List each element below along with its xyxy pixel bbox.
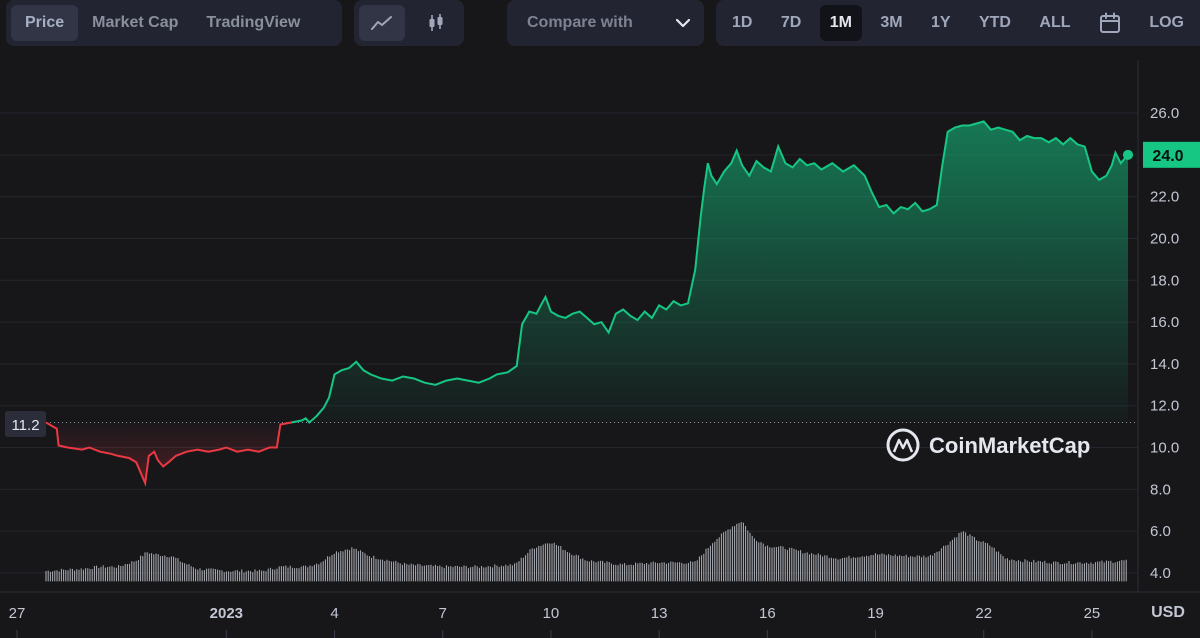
- line-chart-icon: [371, 16, 392, 30]
- range-ytd[interactable]: YTD: [978, 14, 1011, 31]
- chart-type-tabs: Price Market Cap TradingView: [6, 0, 342, 46]
- watermark-text: CoinMarketCap: [929, 433, 1090, 458]
- log-scale-toggle[interactable]: LOG: [1149, 14, 1184, 31]
- coinmarketcap-watermark: CoinMarketCap: [886, 428, 1090, 462]
- x-tick-label: 25: [1084, 605, 1101, 622]
- currency-label: USD: [1151, 604, 1185, 621]
- coinmarketcap-logo-icon: [886, 428, 920, 462]
- tab-tradingview[interactable]: TradingView: [206, 14, 301, 31]
- y-tick-label: 14.0: [1150, 356, 1179, 373]
- y-tick-label: 8.0: [1150, 481, 1171, 498]
- start-price-label: 11.2: [11, 417, 39, 434]
- x-tick-label: 13: [651, 605, 668, 622]
- range-1m[interactable]: 1M: [819, 5, 862, 41]
- x-tick-label: 2023: [210, 605, 243, 622]
- down-area-fill: [46, 422, 292, 484]
- y-tick-label: 26.0: [1150, 105, 1179, 122]
- candlestick-icon: [429, 14, 443, 31]
- tab-market-cap[interactable]: Market Cap: [92, 14, 179, 31]
- x-tick-label: 22: [975, 605, 992, 622]
- calendar-icon: [1099, 12, 1120, 33]
- range-1y[interactable]: 1Y: [931, 14, 951, 31]
- y-tick-label: 16.0: [1150, 314, 1179, 331]
- x-tick-label: 16: [759, 605, 776, 622]
- range-7d[interactable]: 7D: [780, 14, 802, 31]
- range-all[interactable]: ALL: [1039, 14, 1071, 31]
- compare-label: Compare with: [527, 14, 633, 31]
- current-price-badge: 24.0: [1143, 141, 1200, 168]
- y-tick-label: 18.0: [1150, 272, 1179, 289]
- price-line-above-start: [291, 120, 1129, 424]
- volume-bars: [45, 522, 1127, 582]
- range-1d[interactable]: 1D: [732, 14, 753, 31]
- y-tick-label: 20.0: [1150, 230, 1179, 247]
- x-axis: 27 2023 4 7 10 13 16 19 22 25: [9, 605, 1101, 638]
- date-picker-button[interactable]: [1089, 5, 1131, 41]
- last-price-dot: [1123, 149, 1133, 160]
- candlestick-button[interactable]: [413, 5, 459, 41]
- y-tick-label: 4.0: [1150, 565, 1171, 582]
- y-tick-label: 6.0: [1150, 523, 1171, 540]
- tab-price[interactable]: Price: [11, 5, 79, 41]
- line-chart-button[interactable]: [359, 5, 405, 41]
- range-3m[interactable]: 3M: [880, 14, 903, 31]
- y-tick-label: 10.0: [1150, 440, 1179, 457]
- chart-style-toggle: [354, 0, 464, 46]
- time-range-tabs: 1D 7D 1M 3M 1Y YTD ALL LOG: [716, 0, 1200, 46]
- compare-dropdown[interactable]: Compare with: [507, 0, 704, 46]
- price-line-below-start: [45, 421, 292, 487]
- x-tick-label: 27: [9, 605, 26, 622]
- x-tick-label: 4: [330, 605, 338, 622]
- y-tick-label: 12.0: [1150, 398, 1179, 415]
- y-axis: 4.0 6.0 8.0 10.0 12.0 14.0 16.0 18.0 20.0 22.0 24.…: [0, 60, 1200, 593]
- x-tick-label: 7: [439, 605, 447, 622]
- y-tick-label: 22.0: [1150, 189, 1179, 206]
- start-price-badge: 11.2: [5, 411, 46, 437]
- current-price-label: 24.0: [1152, 148, 1183, 165]
- up-area-fill: [291, 121, 1128, 423]
- x-tick-label: 10: [543, 605, 560, 622]
- x-tick-label: 19: [867, 605, 884, 622]
- chevron-down-icon: [676, 18, 690, 28]
